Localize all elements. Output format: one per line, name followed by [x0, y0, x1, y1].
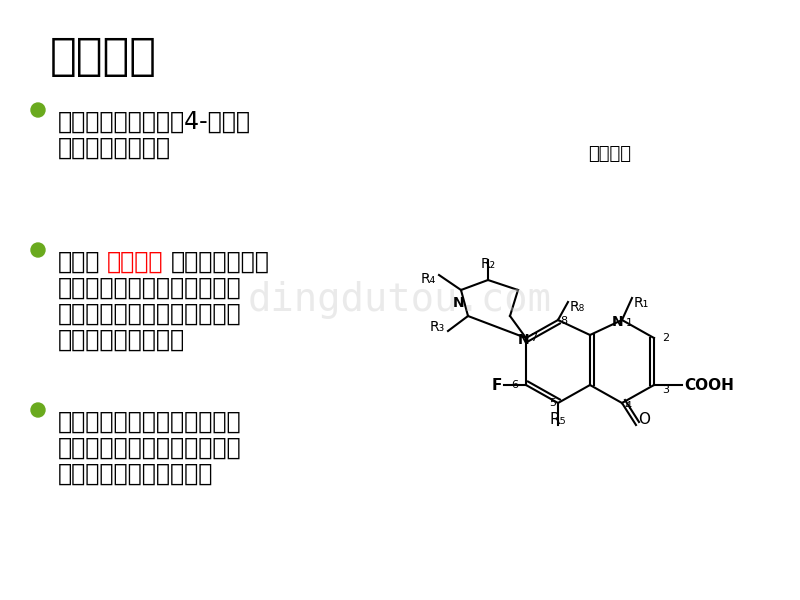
- Circle shape: [31, 403, 45, 417]
- Text: F: F: [492, 377, 502, 392]
- Text: R₁: R₁: [634, 296, 650, 310]
- Text: 2: 2: [662, 333, 669, 343]
- Text: 已成为目前治疗感染性疾病的: 已成为目前治疗感染性疾病的: [58, 410, 242, 434]
- Text: 喹诺酮类抗菌药含有4-喹诺酮: 喹诺酮类抗菌药含有4-喹诺酮: [58, 110, 251, 134]
- Circle shape: [31, 243, 45, 257]
- Text: N: N: [518, 333, 530, 347]
- Text: N: N: [612, 315, 624, 329]
- Text: 3: 3: [662, 385, 669, 395]
- Text: 类药物（氟喹诺酮类）。: 类药物（氟喹诺酮类）。: [58, 462, 214, 486]
- Text: 主要药物，尤其第三代喹诺酮: 主要药物，尤其第三代喹诺酮: [58, 436, 242, 460]
- Text: R₅: R₅: [550, 412, 566, 427]
- Text: 7: 7: [530, 333, 537, 343]
- Text: 物无交叉抗药性等。: 物无交叉抗药性等。: [58, 328, 185, 352]
- Text: 药动学特性好、安全性较大、: 药动学特性好、安全性较大、: [58, 276, 242, 300]
- Text: 抗菌谱广: 抗菌谱广: [106, 250, 163, 274]
- Text: 1: 1: [626, 318, 633, 328]
- Text: O: O: [638, 412, 650, 427]
- Text: 基本结构: 基本结构: [589, 145, 631, 163]
- Text: R₂: R₂: [481, 257, 495, 271]
- Text: R₃: R₃: [430, 320, 445, 334]
- Circle shape: [31, 103, 45, 117]
- Text: 母核、人工合成。: 母核、人工合成。: [58, 136, 171, 160]
- Text: 6: 6: [511, 380, 518, 390]
- Text: 优点：: 优点：: [58, 250, 100, 274]
- Text: 疗效价格比高、与其他抗菌药: 疗效价格比高、与其他抗菌药: [58, 302, 242, 326]
- Text: 4: 4: [624, 401, 631, 411]
- Text: R₄: R₄: [421, 272, 436, 286]
- Text: 、抗菌效力强、: 、抗菌效力强、: [171, 250, 270, 274]
- Text: 8: 8: [560, 316, 567, 326]
- Text: R₈: R₈: [570, 300, 586, 314]
- Text: COOH: COOH: [684, 377, 734, 392]
- Text: N: N: [453, 296, 465, 310]
- Text: dingdutou.com: dingdutou.com: [248, 281, 552, 319]
- Text: 一、概述: 一、概述: [50, 35, 157, 78]
- Text: 5: 5: [549, 398, 556, 408]
